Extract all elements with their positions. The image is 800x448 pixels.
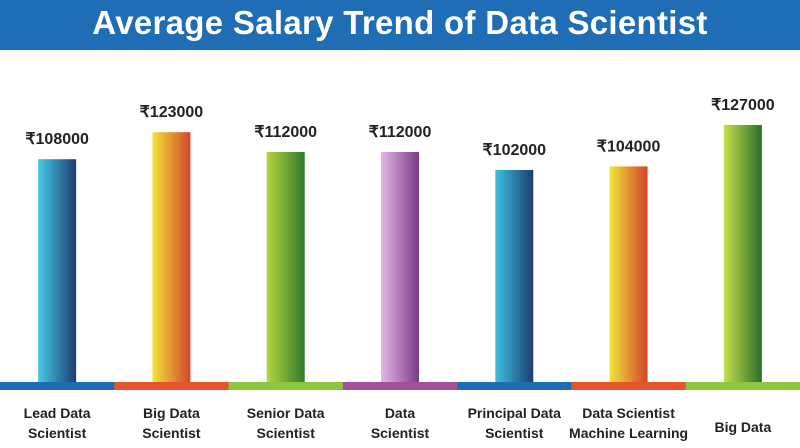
baseline-segment [685,382,800,390]
bar [38,159,77,382]
bar [381,152,419,382]
category-label: Data Scientist [371,405,430,441]
value-label: ₹112000 [369,124,432,141]
value-label: ₹102000 [482,142,546,159]
category-label: Senior Data Scientist [247,405,325,441]
category-label: Big Data Scientist [142,405,201,441]
value-label: ₹104000 [597,138,661,155]
value-label: ₹127000 [711,97,775,114]
value-label: ₹108000 [25,131,89,148]
baseline-segment [571,382,687,390]
baseline-segment [228,382,344,390]
value-label: ₹112000 [254,124,317,141]
bar [609,166,648,382]
value-label: ₹123000 [140,104,204,121]
category-label: Principal Data Scientist [468,405,562,441]
baseline-segment [0,382,115,390]
bar [495,170,534,382]
category-label: Lead Data Scientist [24,405,91,441]
baseline-segment [342,382,458,390]
bar [266,152,305,382]
category-label: Data Scientist Machine Learning [569,405,688,441]
bar-chart: ₹108000 ₹123000 ₹112000 ₹112000 ₹102000 ₹1040… [0,97,800,441]
bar [152,132,191,382]
category-label: Big Data [714,419,771,435]
chart-title: Average Salary Trend of Data Scientist [0,0,800,50]
baseline-segment [114,382,230,390]
bar [723,125,762,382]
baseline-segment [457,382,572,390]
